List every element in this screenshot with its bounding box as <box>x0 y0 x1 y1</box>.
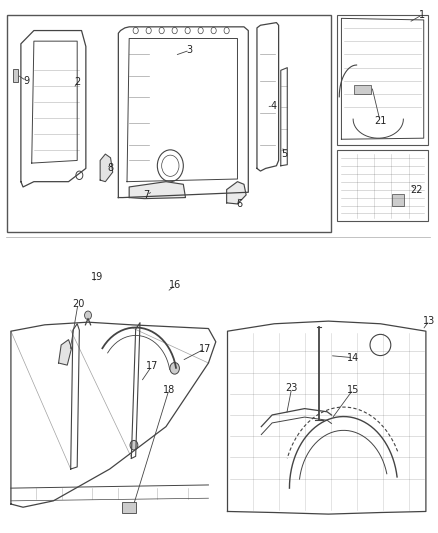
Text: 20: 20 <box>72 298 84 309</box>
Circle shape <box>170 362 180 374</box>
Text: 7: 7 <box>143 190 150 200</box>
Text: 6: 6 <box>237 199 243 209</box>
Text: 19: 19 <box>91 272 103 282</box>
Polygon shape <box>59 340 71 365</box>
Polygon shape <box>100 154 113 182</box>
Text: 16: 16 <box>170 280 182 290</box>
Text: 2: 2 <box>74 77 80 87</box>
Text: 17: 17 <box>145 361 158 371</box>
Text: 3: 3 <box>187 45 193 55</box>
Bar <box>392 194 404 206</box>
Text: 23: 23 <box>286 383 298 393</box>
Text: 13: 13 <box>423 316 435 326</box>
Text: 15: 15 <box>347 384 359 394</box>
Circle shape <box>85 311 92 319</box>
Bar <box>354 85 371 94</box>
Text: 17: 17 <box>199 344 211 354</box>
Bar <box>337 14 428 144</box>
Text: 4: 4 <box>270 101 276 111</box>
Bar <box>7 14 332 232</box>
Text: 14: 14 <box>347 353 359 362</box>
Text: 21: 21 <box>374 116 386 126</box>
Bar <box>13 69 18 82</box>
Circle shape <box>130 440 138 450</box>
Text: 8: 8 <box>107 164 113 173</box>
Text: 5: 5 <box>281 149 287 159</box>
Text: 1: 1 <box>419 10 425 20</box>
Polygon shape <box>129 182 185 199</box>
Bar <box>122 502 136 513</box>
Text: 18: 18 <box>163 384 175 394</box>
Polygon shape <box>226 182 246 204</box>
Text: 9: 9 <box>24 76 30 86</box>
Text: 22: 22 <box>410 184 423 195</box>
Bar <box>337 150 428 221</box>
